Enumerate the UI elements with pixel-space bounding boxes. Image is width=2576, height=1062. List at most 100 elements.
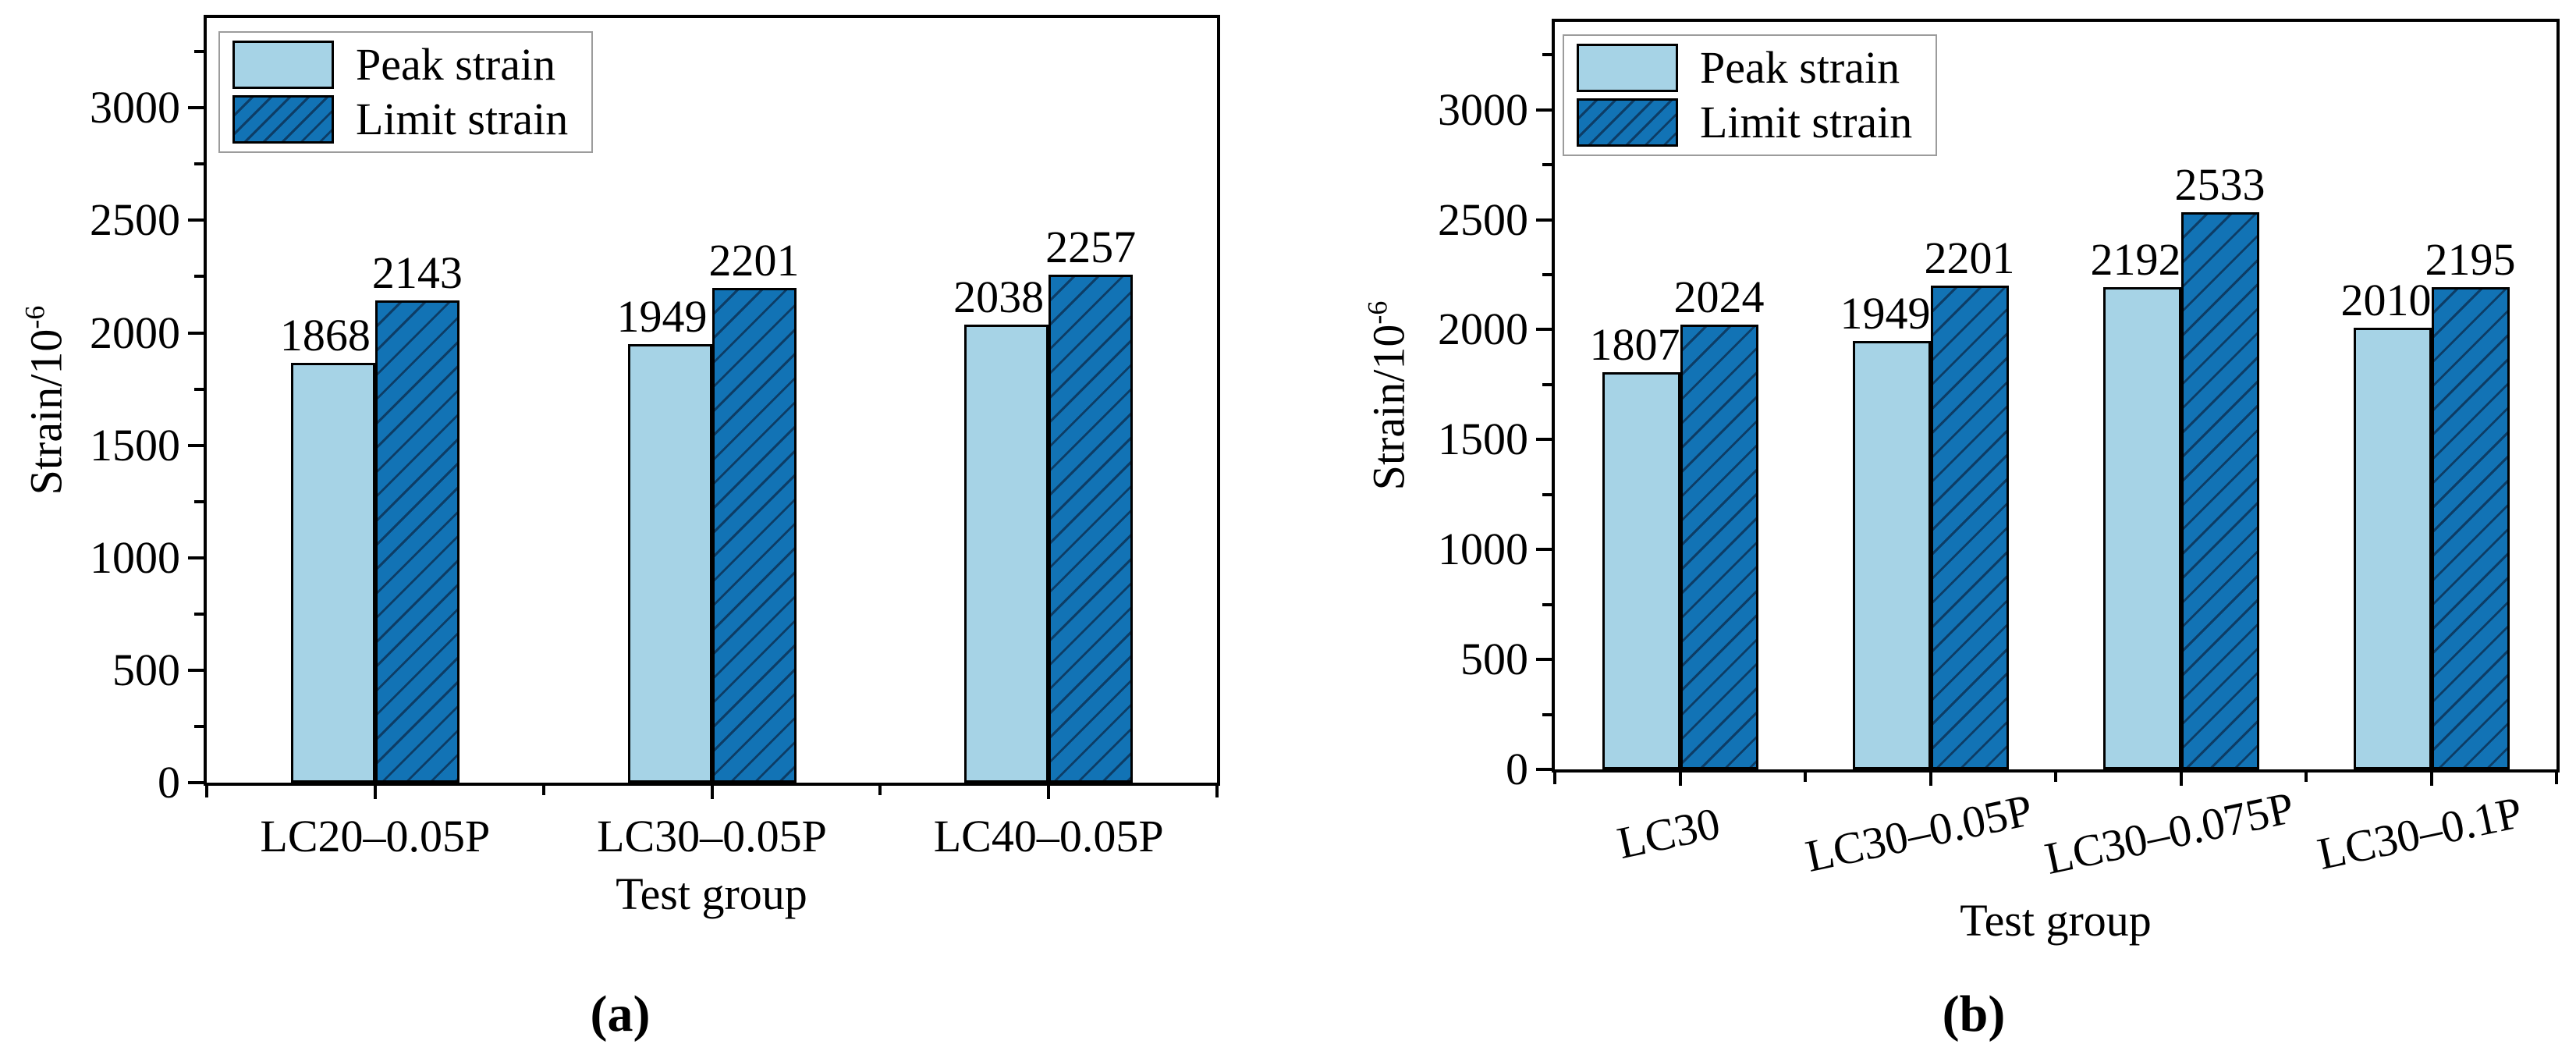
y-axis-minor-tick: [194, 724, 204, 728]
x-axis-major-tick: [373, 786, 377, 799]
x-axis-major-tick: [2429, 773, 2433, 786]
y-axis-tick-label: 500: [1460, 634, 1528, 685]
bar-peak-strain: [290, 362, 375, 783]
peak-strain-swatch: [1577, 44, 1678, 92]
y-axis-major-tick: [188, 556, 204, 559]
x-category-label: LC20–0.05P: [260, 811, 491, 861]
y-axis-minor-tick: [1542, 163, 1552, 167]
x-axis-minor-tick: [2305, 773, 2308, 782]
y-axis-minor-tick: [1542, 602, 1552, 606]
y-axis-major-tick: [188, 668, 204, 672]
bar-value-label: 2143: [371, 247, 463, 299]
x-axis-edge-tick: [1553, 773, 1556, 784]
panel-caption-b: (b): [1942, 986, 2006, 1042]
y-axis-major-tick: [188, 218, 204, 222]
bar-value-label: 2038: [953, 271, 1045, 322]
x-axis-major-tick: [1928, 773, 1932, 786]
y-axis-tick-label: 3000: [1438, 83, 1528, 135]
y-axis-tick-label: 2000: [1438, 304, 1528, 355]
bar-value-label: 2257: [1045, 222, 1137, 273]
bar-peak-strain: [627, 344, 712, 783]
x-axis-minor-tick: [878, 786, 882, 795]
legend-item-peak-strain: Peak strain: [232, 41, 579, 89]
bar-peak-strain: [1852, 340, 1931, 769]
bar-peak-strain: [2353, 327, 2432, 769]
legend-label: Limit strain: [1700, 97, 1913, 147]
bar-peak-strain: [964, 324, 1049, 783]
bar-value-label: 1949: [1840, 287, 1931, 339]
panel-caption-a: (a): [590, 986, 651, 1042]
y-axis-tick-label: 2500: [1438, 194, 1528, 245]
x-category-label: LC30–0.075P: [2040, 782, 2298, 884]
y-axis-major-tick: [1536, 768, 1552, 771]
x-axis-minor-tick: [1804, 773, 1807, 782]
y-axis-major-tick: [188, 781, 204, 784]
x-axis-major-tick: [2179, 773, 2183, 786]
y-axis-minor-tick: [194, 499, 204, 503]
y-axis-tick-label: 1000: [90, 531, 180, 583]
bar-limit-strain: [2180, 212, 2259, 769]
bar-peak-strain: [2102, 287, 2181, 769]
y-axis-major-tick: [188, 443, 204, 447]
y-axis-tick-label: 2000: [90, 307, 180, 358]
x-axis-minor-tick: [541, 786, 545, 795]
bar-value-label: 2024: [1673, 271, 1765, 322]
x-category-label: LC40–0.05P: [933, 811, 1164, 861]
x-category-label: LC30: [1613, 797, 1724, 869]
legend-label: Peak strain: [1700, 42, 1900, 93]
y-axis-tick-label: 1500: [1438, 414, 1528, 465]
y-axis-tick-label: 3000: [90, 82, 180, 133]
bar-limit-strain: [1930, 285, 2009, 769]
bar-value-label: 2201: [708, 234, 800, 286]
y-axis-tick-label: 0: [1506, 744, 1528, 794]
x-axis-major-tick: [1047, 786, 1051, 799]
bar-limit-strain: [1048, 275, 1134, 783]
bar-value-label: 2195: [2425, 233, 2516, 285]
y-axis-minor-tick: [194, 275, 204, 279]
y-axis-minor-tick: [1542, 492, 1552, 496]
bar-value-label: 1949: [616, 291, 708, 343]
x-axis-minor-tick: [2054, 773, 2057, 782]
legend-label: Limit strain: [356, 94, 569, 144]
y-axis-minor-tick: [194, 612, 204, 616]
x-category-label: LC30–0.05P: [597, 811, 827, 861]
x-axis-edge-tick: [205, 786, 208, 797]
limit-strain-swatch: [1577, 98, 1678, 147]
y-axis-tick-label: 500: [112, 644, 180, 695]
y-axis-major-tick: [1536, 218, 1552, 222]
legend: Peak strain Limit strain: [1563, 34, 1937, 156]
bar-value-label: 1868: [279, 309, 371, 361]
bar-limit-strain: [711, 287, 797, 783]
legend: Peak strain Limit strain: [218, 31, 593, 153]
legend-item-limit-strain: Limit strain: [1577, 98, 1923, 147]
bar-value-label: 2192: [2090, 234, 2181, 286]
y-axis-minor-tick: [194, 387, 204, 391]
y-axis-minor-tick: [1542, 712, 1552, 716]
y-axis-minor-tick: [1542, 382, 1552, 386]
y-axis-minor-tick: [1542, 53, 1552, 57]
legend-item-limit-strain: Limit strain: [232, 95, 579, 144]
bar-limit-strain: [2431, 286, 2510, 769]
y-axis-tick-label: 1000: [1438, 524, 1528, 575]
legend-item-peak-strain: Peak strain: [1577, 44, 1923, 92]
y-axis-minor-tick: [194, 50, 204, 54]
y-axis-tick-label: 1500: [90, 419, 180, 471]
bar-limit-strain: [374, 300, 459, 783]
peak-strain-swatch: [232, 41, 334, 89]
x-axis-edge-tick: [1215, 786, 1219, 797]
y-axis-minor-tick: [1542, 273, 1552, 277]
x-axis-major-tick: [710, 786, 714, 799]
bar-peak-strain: [1602, 371, 1680, 769]
y-axis-major-tick: [1536, 658, 1552, 662]
y-axis-tick-label: 2500: [90, 194, 180, 246]
legend-label: Peak strain: [356, 39, 556, 90]
y-axis-major-tick: [1536, 328, 1552, 332]
bar-value-label: 2533: [2174, 159, 2266, 211]
x-category-label: LC30–0.1P: [2312, 787, 2527, 879]
limit-strain-swatch: [232, 95, 334, 144]
y-axis-tick-label: 0: [158, 757, 180, 808]
y-axis-major-tick: [1536, 108, 1552, 112]
x-axis-major-tick: [1678, 773, 1682, 786]
x-axis-edge-tick: [2555, 773, 2558, 784]
